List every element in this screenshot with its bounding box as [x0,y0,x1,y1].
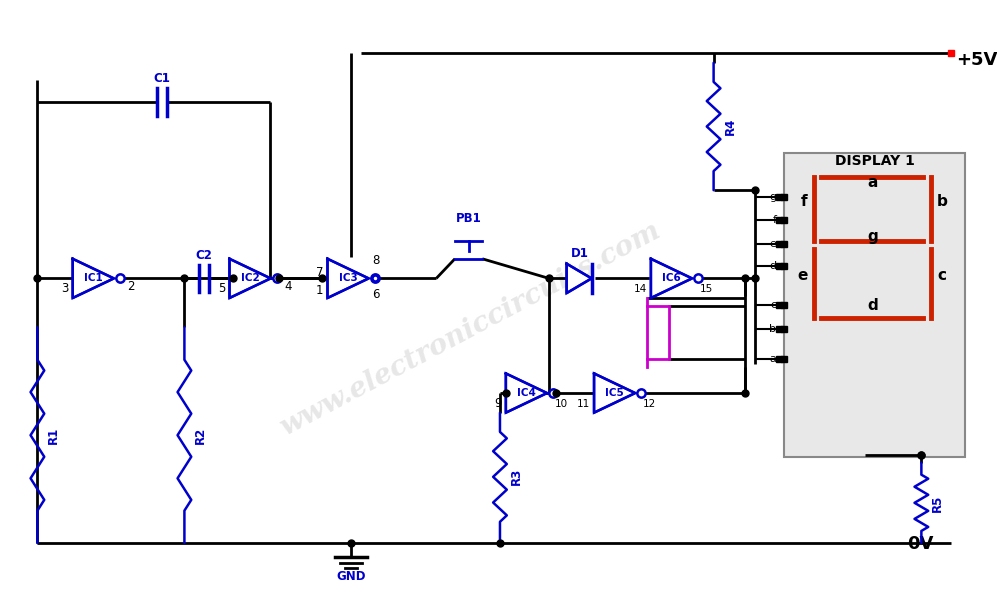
Text: 7: 7 [316,266,324,280]
Polygon shape [327,259,369,298]
Text: IC5: IC5 [605,388,624,398]
Text: e: e [770,239,777,249]
Text: a: a [867,175,877,190]
Text: 8: 8 [373,254,380,266]
Text: D1: D1 [570,247,588,260]
Text: g: g [770,192,777,202]
Text: +5V: +5V [956,51,997,69]
Text: IC6: IC6 [662,274,681,283]
Text: GND: GND [336,570,366,583]
Text: 14: 14 [634,284,647,294]
Polygon shape [73,259,114,298]
Text: 15: 15 [700,284,713,294]
Text: b: b [770,324,777,334]
Text: R2: R2 [194,427,207,444]
Text: 6: 6 [373,288,380,301]
Polygon shape [594,374,635,412]
Text: C1: C1 [154,72,170,85]
Text: www.electroniccircuits.com: www.electroniccircuits.com [276,217,665,442]
Text: 3: 3 [62,282,69,295]
Text: c: c [937,268,946,283]
Text: c: c [771,300,777,310]
Text: 11: 11 [577,399,590,409]
Text: R5: R5 [931,494,944,511]
Polygon shape [229,259,270,298]
Text: 10: 10 [555,399,568,409]
Text: e: e [798,268,808,283]
Text: R3: R3 [509,468,522,486]
Text: g: g [867,229,877,244]
Text: 0V: 0V [906,535,933,553]
Text: DISPLAY 1: DISPLAY 1 [834,154,915,167]
Text: f: f [773,215,777,225]
Text: d: d [770,260,777,271]
Text: C2: C2 [195,249,212,262]
Text: IC2: IC2 [240,274,259,283]
Text: 1: 1 [316,284,324,297]
Text: IC4: IC4 [517,388,535,398]
Text: a: a [770,354,777,364]
Text: 4: 4 [284,280,292,293]
Text: d: d [867,298,877,313]
Text: IC3: IC3 [339,274,358,283]
Text: 12: 12 [643,399,656,409]
Text: PB1: PB1 [456,212,482,225]
Text: R4: R4 [724,118,737,135]
Polygon shape [505,374,547,412]
Bar [785,153,965,457]
Polygon shape [566,263,591,293]
Text: 2: 2 [128,280,135,293]
Text: f: f [801,194,808,209]
Text: 9: 9 [495,397,501,410]
Text: IC1: IC1 [84,274,103,283]
Polygon shape [651,259,692,298]
Text: R1: R1 [47,427,60,444]
Text: 5: 5 [218,282,225,295]
Text: b: b [937,194,948,209]
